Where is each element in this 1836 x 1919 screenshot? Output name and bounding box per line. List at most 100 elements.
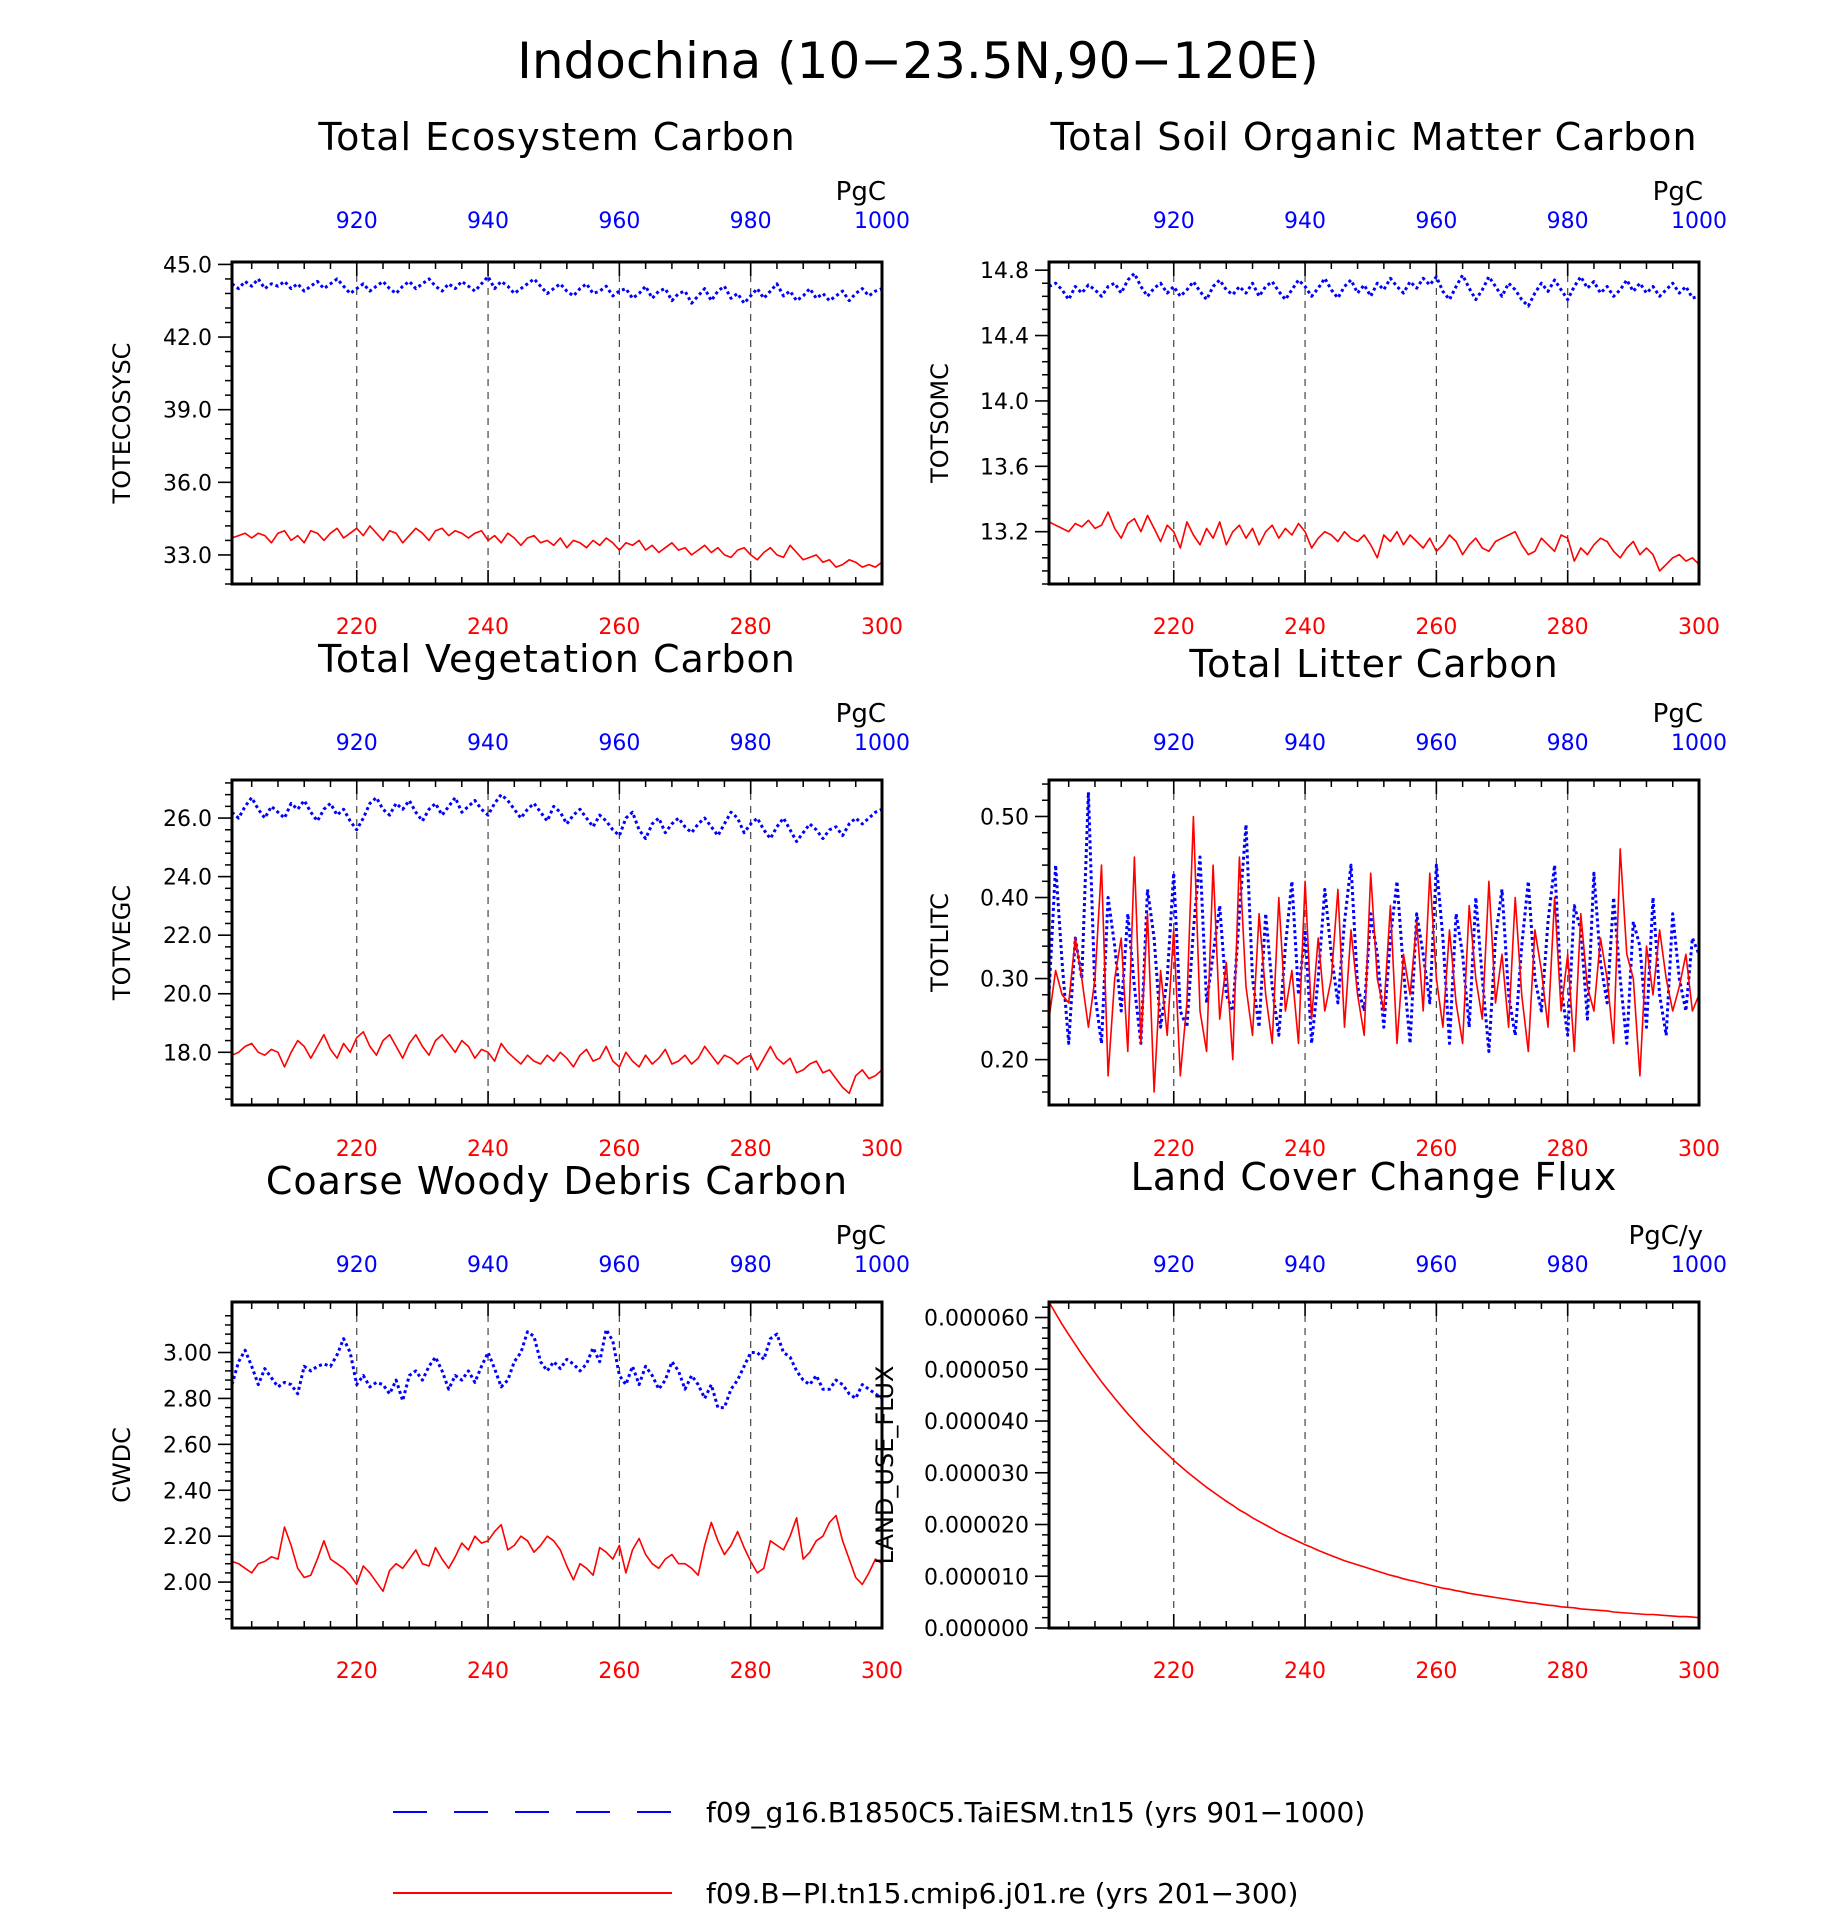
y-tick-label: 20.0	[163, 983, 212, 1008]
plot-frame	[1047, 260, 1701, 586]
x-bottom-tick-label: 260	[598, 1137, 640, 1162]
x-bottom-tick-label: 220	[336, 1659, 378, 1684]
x-bottom-tick-label: 280	[730, 1137, 772, 1162]
figure-title: Indochina (10−23.5N,90−120E)	[517, 32, 1319, 90]
y-tick-label: 0.50	[980, 805, 1029, 830]
x-bottom-tick-label: 240	[467, 1137, 509, 1162]
x-bottom-tick-label: 220	[336, 1137, 378, 1162]
legend-label-blue: f09_g16.B1850C5.TaiESM.tn15 (yrs 901−100…	[706, 1796, 1365, 1829]
unit-label: PgC	[1653, 699, 1703, 729]
y-tick-label: 2.80	[163, 1387, 212, 1412]
x-bottom-tick-label: 240	[1284, 615, 1326, 640]
x-top-tick-label: 1000	[854, 209, 910, 234]
y-tick-label: 0.20	[980, 1049, 1029, 1074]
x-top-tick-label: 960	[1415, 1253, 1457, 1278]
x-bottom-tick-label: 220	[1153, 615, 1195, 640]
series-red-line	[231, 1514, 883, 1593]
plot-frame	[230, 1300, 884, 1630]
series-blue-line	[231, 793, 883, 843]
y-axis-label: LAND_USE_FLUX	[871, 1366, 899, 1565]
panel-5: Coarse Woody Debris Carbon PgC 220 240 260 28…	[108, 1159, 910, 1684]
unit-label: PgC	[836, 177, 886, 207]
series-red-line	[231, 1031, 883, 1095]
plot-frame	[1047, 778, 1701, 1107]
x-bottom-tick-label: 300	[1678, 615, 1720, 640]
panel-3: Total Vegetation Carbon PgC 220 240 260 280 30…	[108, 637, 910, 1162]
panel-title: Total Soil Organic Matter Carbon	[1049, 115, 1697, 159]
unit-label: PgC	[836, 1221, 886, 1251]
panels: Total Ecosystem Carbon PgC 220 240 260 280 300…	[108, 115, 1727, 1684]
y-tick-label: 13.6	[980, 455, 1029, 480]
y-tick-label: 0.30	[980, 968, 1029, 993]
y-tick-label: 0.000000	[924, 1617, 1029, 1642]
panel-title: Land Cover Change Flux	[1131, 1155, 1618, 1199]
x-top-tick-label: 1000	[1671, 1253, 1727, 1278]
y-axis-label: TOTVEGC	[108, 885, 136, 1001]
y-tick-label: 14.4	[980, 325, 1029, 350]
x-top-tick-label: 920	[336, 1253, 378, 1278]
plot-frame	[1047, 1300, 1701, 1630]
x-top-tick-label: 920	[1153, 209, 1195, 234]
panel-title: Total Ecosystem Carbon	[317, 115, 795, 159]
plot-frame	[230, 260, 884, 586]
y-tick-label: 18.0	[163, 1041, 212, 1066]
series-red-line	[1048, 511, 1700, 572]
y-tick-label: 26.0	[163, 807, 212, 832]
x-top-tick-label: 960	[598, 731, 640, 756]
y-tick-label: 0.40	[980, 887, 1029, 912]
y-axis-label: TOTSOMC	[926, 363, 954, 484]
series-red-line	[1048, 1301, 1700, 1619]
x-top-tick-label: 1000	[854, 731, 910, 756]
unit-label: PgC	[1653, 177, 1703, 207]
x-bottom-tick-label: 300	[861, 615, 903, 640]
y-tick-label: 2.40	[163, 1479, 212, 1504]
y-axis-label: TOTLITC	[926, 893, 954, 993]
series-blue-line	[1048, 271, 1700, 308]
x-bottom-tick-label: 240	[467, 615, 509, 640]
y-tick-label: 14.8	[980, 259, 1029, 284]
x-bottom-tick-label: 300	[1678, 1137, 1720, 1162]
x-top-tick-label: 980	[1547, 1253, 1589, 1278]
x-top-tick-label: 940	[467, 1253, 509, 1278]
x-top-tick-label: 960	[598, 1253, 640, 1278]
panel-1: Total Ecosystem Carbon PgC 220 240 260 280 300…	[108, 115, 910, 640]
y-tick-label: 22.0	[163, 924, 212, 949]
y-tick-label: 45.0	[163, 253, 212, 278]
x-top-tick-label: 960	[1415, 209, 1457, 234]
x-top-tick-label: 920	[1153, 1253, 1195, 1278]
x-bottom-tick-label: 220	[336, 615, 378, 640]
y-tick-label: 2.60	[163, 1433, 212, 1458]
x-top-tick-label: 960	[1415, 731, 1457, 756]
x-bottom-tick-label: 300	[861, 1137, 903, 1162]
x-top-tick-label: 980	[1547, 209, 1589, 234]
y-tick-label: 24.0	[163, 866, 212, 891]
panel-title: Total Litter Carbon	[1188, 642, 1558, 686]
y-tick-label: 36.0	[163, 471, 212, 496]
series-blue-line	[231, 275, 883, 305]
x-bottom-tick-label: 280	[730, 615, 772, 640]
panel-title: Total Vegetation Carbon	[317, 637, 796, 681]
x-bottom-tick-label: 260	[598, 615, 640, 640]
x-top-tick-label: 920	[1153, 731, 1195, 756]
x-bottom-tick-label: 260	[598, 1659, 640, 1684]
x-bottom-tick-label: 240	[467, 1659, 509, 1684]
panel-title: Coarse Woody Debris Carbon	[266, 1159, 848, 1203]
panel-6: Land Cover Change Flux PgC/y 220 240 260 280 3…	[871, 1155, 1727, 1684]
x-top-tick-label: 940	[1284, 731, 1326, 756]
legend-label-red: f09.B−PI.tn15.cmip6.j01.re (yrs 201−300)	[706, 1877, 1298, 1910]
x-top-tick-label: 940	[1284, 1253, 1326, 1278]
x-top-tick-label: 920	[336, 731, 378, 756]
y-tick-label: 39.0	[163, 399, 212, 424]
x-top-tick-label: 940	[467, 209, 509, 234]
x-top-tick-label: 980	[730, 731, 772, 756]
panel-4: Total Litter Carbon PgC 220 240 260 280 300 920…	[926, 642, 1727, 1162]
unit-label: PgC	[836, 699, 886, 729]
x-bottom-tick-label: 220	[1153, 1137, 1195, 1162]
series-red-line	[231, 525, 883, 568]
x-bottom-tick-label: 240	[1284, 1137, 1326, 1162]
x-top-tick-label: 980	[1547, 731, 1589, 756]
y-tick-label: 0.000030	[924, 1462, 1029, 1487]
x-top-tick-label: 1000	[854, 1253, 910, 1278]
panel-2: Total Soil Organic Matter Carbon PgC 220 24…	[926, 115, 1727, 640]
